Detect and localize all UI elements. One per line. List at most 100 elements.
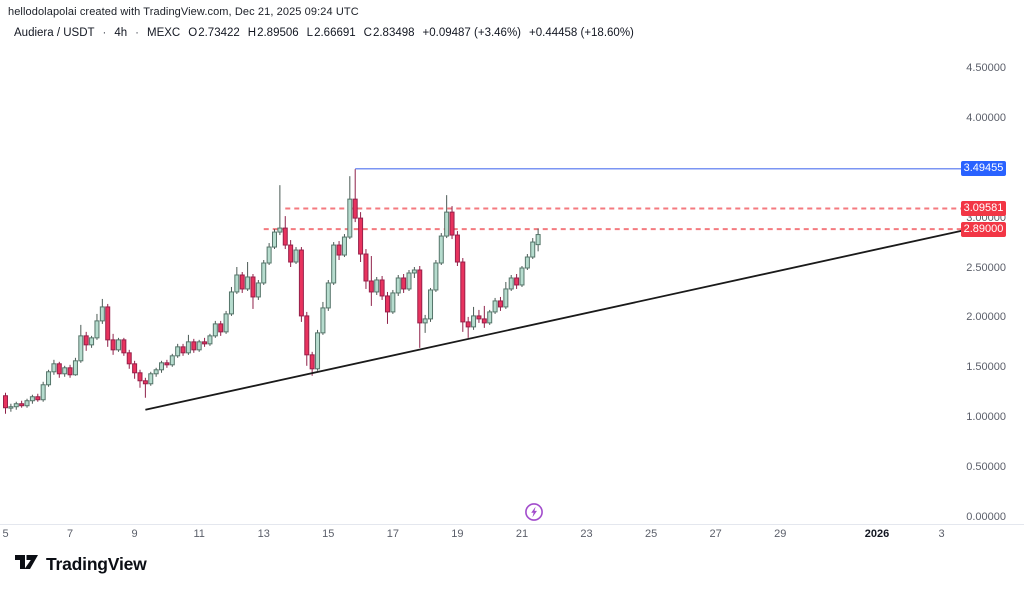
candle	[422, 318, 428, 324]
candle	[83, 335, 89, 346]
candle	[255, 282, 261, 298]
candle	[148, 373, 154, 385]
candle	[110, 339, 116, 351]
trendline	[145, 229, 964, 411]
candle	[293, 249, 299, 263]
x-axis-label: 13	[257, 528, 270, 540]
candle	[239, 274, 245, 290]
candle	[132, 363, 138, 374]
candle	[24, 400, 30, 407]
candle	[406, 272, 412, 290]
y-axis-label: 2.50000	[966, 261, 1006, 274]
price-label-resistance-1: 3.09581	[961, 201, 1006, 217]
y-axis-label: 1.00000	[966, 411, 1006, 424]
candle	[89, 337, 95, 346]
candle	[19, 403, 25, 407]
interval-label: 4h	[114, 27, 128, 39]
candle	[78, 335, 84, 362]
open-value: 2.73422	[198, 27, 240, 39]
candle	[3, 395, 8, 409]
tradingview-logo-text: TradingView	[46, 554, 147, 574]
candle	[175, 346, 181, 357]
candle	[401, 277, 407, 290]
x-axis-label: 9	[131, 528, 138, 540]
candle	[185, 341, 191, 354]
candle	[245, 276, 251, 290]
x-axis-label: 3	[938, 528, 945, 540]
y-axis-label: 2.00000	[966, 311, 1006, 324]
candle	[438, 235, 444, 264]
symbol-name: Audiera / USDT	[14, 27, 95, 39]
x-axis-label: 2026	[864, 528, 890, 540]
candle	[62, 367, 68, 375]
candle	[444, 211, 450, 237]
candle	[390, 292, 396, 313]
open-label: O	[188, 27, 198, 39]
price-label-resistance-2: 2.89000	[961, 221, 1006, 237]
symbol-header: Audiera / USDT · 4h · MEXC O 2.73422 H 2.8…	[14, 27, 634, 39]
x-axis-label: 19	[451, 528, 464, 540]
candle	[298, 249, 304, 317]
separator-dot: ·	[102, 27, 107, 39]
candle	[72, 360, 78, 376]
candle	[315, 332, 321, 370]
tradingview-logo[interactable]: TradingView	[15, 554, 147, 575]
candle	[250, 276, 256, 298]
candle	[363, 253, 369, 282]
candle	[524, 256, 530, 269]
ohlc-high: H 2.89506	[248, 27, 299, 39]
candle	[347, 198, 353, 238]
candle	[169, 355, 175, 366]
candle	[374, 279, 380, 293]
candle	[105, 306, 111, 341]
high-label: H	[247, 27, 257, 39]
flash-marker-button[interactable]	[524, 502, 544, 522]
candle	[497, 300, 503, 308]
candle	[266, 246, 272, 264]
candle	[142, 380, 148, 385]
candle	[223, 313, 229, 333]
x-axis-label: 5	[2, 528, 9, 540]
y-axis-label: 1.50000	[966, 361, 1006, 374]
ohlc-close: C 2.83498	[364, 27, 415, 39]
candle	[67, 367, 73, 376]
bar-change-value: +0.09487 (+3.46%)	[422, 27, 522, 39]
candle	[234, 274, 240, 293]
candle	[288, 244, 294, 263]
x-axis-label: 25	[644, 528, 658, 540]
candle	[519, 267, 525, 286]
candle	[191, 341, 197, 351]
exchange-label: MEXC	[147, 27, 181, 39]
candle	[336, 244, 342, 256]
candle	[202, 341, 208, 345]
candle	[481, 318, 487, 324]
candle	[277, 227, 283, 233]
ohlc-low: L 2.66691	[307, 27, 356, 39]
candle	[99, 306, 105, 322]
candle	[476, 315, 482, 320]
candle	[471, 315, 477, 328]
candle	[159, 362, 165, 371]
candle	[487, 311, 493, 324]
candle	[465, 321, 471, 328]
candle	[320, 307, 326, 334]
candle	[272, 231, 277, 248]
candle	[126, 352, 132, 365]
candle	[51, 363, 57, 373]
candle	[56, 363, 62, 375]
candle	[309, 354, 315, 370]
candle	[212, 323, 218, 337]
low-value: 2.66691	[314, 27, 356, 39]
candle	[530, 241, 536, 258]
x-axis-label: 23	[580, 528, 593, 540]
candle	[449, 211, 455, 236]
x-axis-label: 17	[386, 528, 399, 540]
close-value: 2.83498	[372, 27, 415, 39]
candle	[207, 335, 213, 345]
candle	[341, 236, 347, 256]
candle	[368, 280, 374, 293]
candle	[137, 372, 143, 382]
attribution-text: hellodolapolai created with TradingView.…	[8, 6, 359, 18]
lightning-icon	[525, 503, 543, 521]
